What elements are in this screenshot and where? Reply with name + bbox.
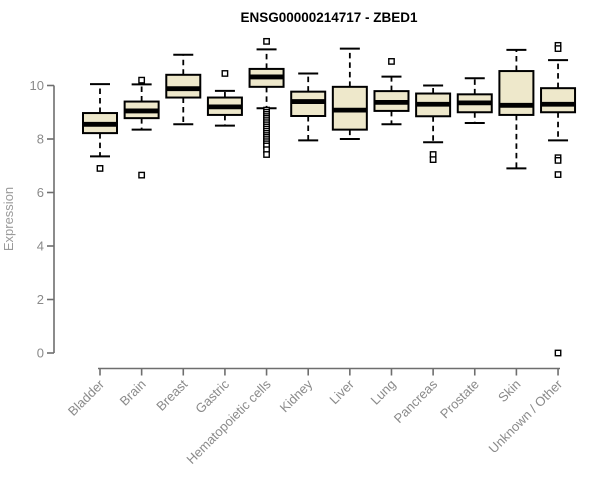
x-tick-label: Brain [117,377,149,409]
outlier-point [138,76,146,84]
x-tick-label: Breast [153,376,190,413]
x-tick-label: Prostate [437,377,482,422]
x-tick-label: Unknown / Other [486,376,566,456]
outlier-point [138,171,146,179]
outlier-point [554,45,562,52]
box-group-unknown-other [540,41,577,357]
box-group-bladder [82,83,118,172]
box-rect [165,73,202,99]
x-tick-label: Skin [495,377,523,405]
box-group-kidney [290,72,327,142]
outlier-point [221,70,229,77]
box-group-skin [498,48,535,170]
box-group-liver [331,47,368,140]
outlier-point [429,156,437,163]
outlier-point [554,156,562,164]
x-tick-label: Pancreas [391,376,441,426]
box-group-breast [165,53,202,126]
outlier-point [388,58,395,65]
x-tick-label: Gastric [192,376,232,416]
box-group-pancreas [415,84,452,163]
boxes [82,37,577,357]
box-group-lung [373,58,410,126]
x-tick-label: Liver [326,376,357,407]
y-tick-label: 2 [37,292,44,307]
box-group-gastric [206,70,243,127]
x-tick-label: Lung [368,377,399,408]
y-tick-label: 6 [37,185,44,200]
outlier-point [263,37,270,45]
box-group-hematopoietic-cells [248,37,285,158]
outlier-point [554,349,562,357]
y-tick-label: 0 [37,346,44,361]
x-tick-label: Bladder [65,376,108,419]
box-group-prostate [456,77,493,124]
y-axis-label: Expression [1,187,16,251]
outlier-point [263,151,270,158]
box-group-brain [123,76,160,179]
y-tick-label: 8 [37,132,44,147]
box-rect [540,87,577,114]
y-tick-label: 4 [37,239,44,254]
x-tick-label: Kidney [277,376,316,415]
y-tick-label: 10 [30,78,44,93]
outlier-point [554,171,562,178]
chart-title: ENSG00000214717 - ZBED1 [240,10,418,25]
box-rect [498,70,535,116]
outlier-point [96,165,104,172]
